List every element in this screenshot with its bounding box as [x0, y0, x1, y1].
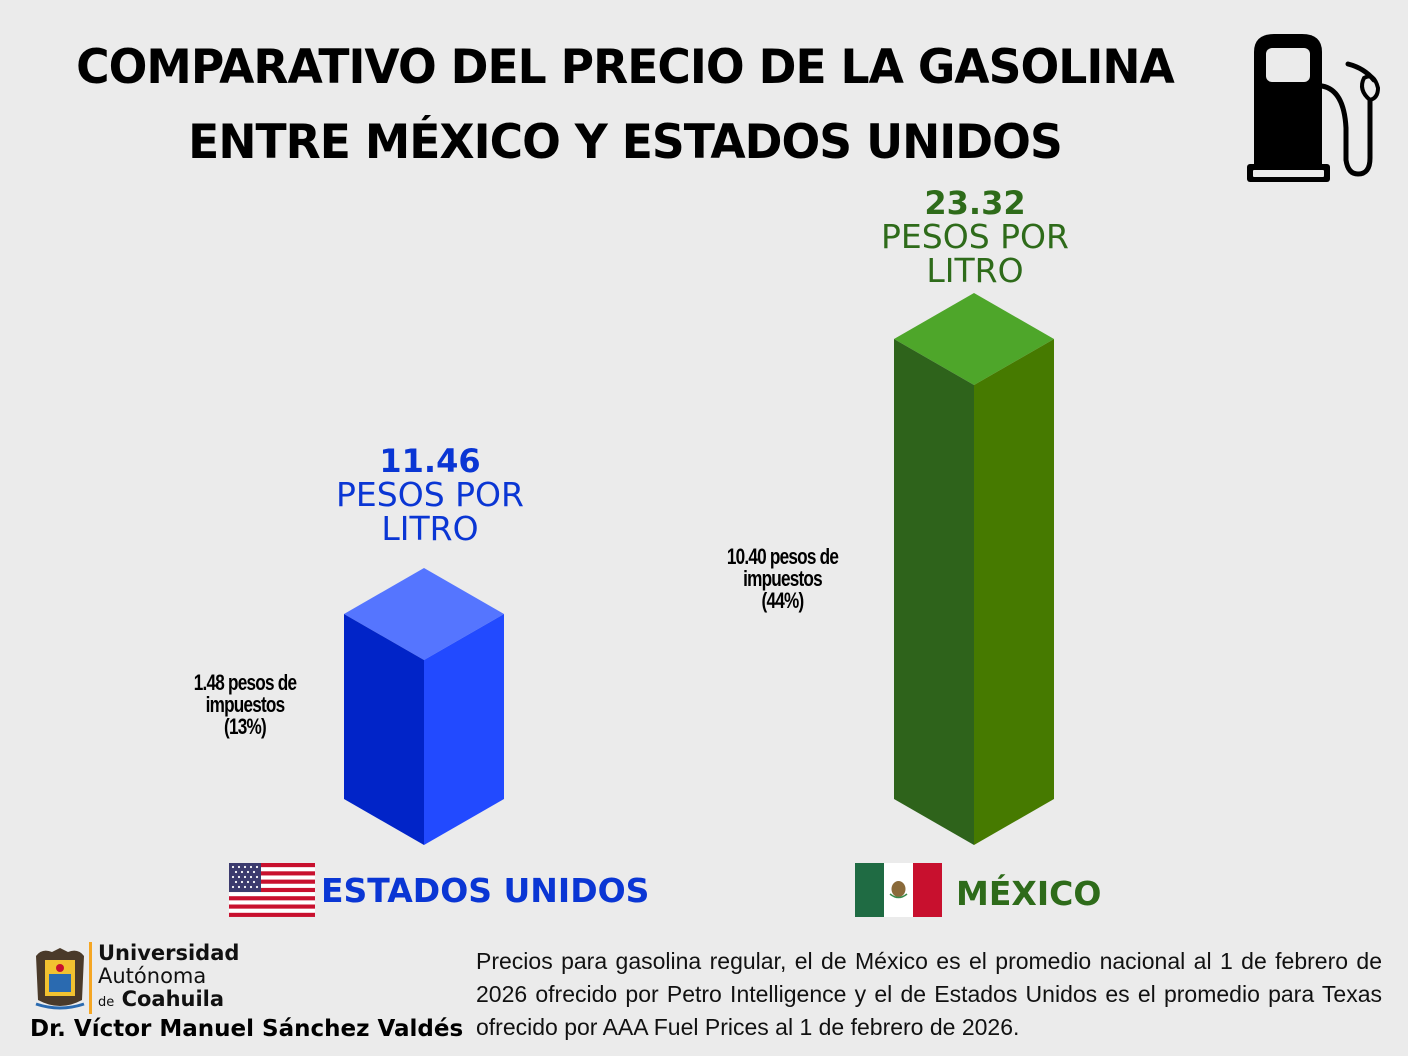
page-title-line-1: COMPARATIVO DEL PRECIO DE LA GASOLINA: [76, 40, 1175, 95]
mx-country-name: MÉXICO: [956, 873, 1102, 913]
us-tax-line-2: impuestos: [205, 692, 286, 717]
page-title-line-2: ENTRE MÉXICO Y ESTADOS UNIDOS: [188, 115, 1063, 170]
us-tax-annotation: 1.48 pesos de impuestos (13%): [171, 672, 319, 738]
university-line-2: Autónoma: [98, 964, 207, 988]
us-flag-icon: [229, 863, 315, 917]
university-crest-icon: [35, 948, 85, 1010]
university-divider: [89, 942, 92, 1014]
bar-mexico: [894, 293, 1054, 845]
university-name: Universidad Autónoma de Coahuila: [98, 942, 239, 1014]
mx-price-value: 23.32: [924, 184, 1026, 222]
mx-tax-annotation: 10.40 pesos de impuestos (44%): [703, 546, 863, 612]
gas-pump-icon: [1247, 34, 1381, 182]
us-price-unit-line-2: LITRO: [381, 509, 479, 548]
mx-tax-line-2: impuestos: [743, 566, 823, 591]
mx-value-label: 23.32 PESOS POR LITRO: [845, 186, 1105, 288]
university-line-3-prefix: de: [98, 995, 115, 1010]
us-tax-line-1: 1.48 pesos de: [193, 670, 297, 695]
university-line-1: Universidad: [98, 941, 240, 965]
us-country-name: ESTADOS UNIDOS: [321, 870, 650, 910]
mx-price-unit-line-1: PESOS POR: [881, 217, 1069, 256]
bar-estados-unidos: [344, 568, 504, 845]
mx-country-label: MÉXICO: [855, 863, 1101, 917]
author-name: Dr. Víctor Manuel Sánchez Valdés: [30, 1016, 464, 1042]
us-price-value: 11.46: [379, 442, 481, 480]
mexico-flag-icon: [855, 863, 942, 917]
us-price-unit-line-1: PESOS POR: [336, 475, 524, 514]
university-line-3: Coahuila: [121, 987, 225, 1011]
us-country-label: ESTADOS UNIDOS: [229, 863, 649, 917]
mx-tax-line-3: (44%): [761, 588, 805, 613]
us-tax-line-3: (13%): [224, 714, 267, 739]
mx-price-unit-line-2: LITRO: [926, 251, 1024, 290]
source-note: Precios para gasolina regular, el de Méx…: [476, 948, 1382, 1040]
us-value-label: 11.46 PESOS POR LITRO: [300, 444, 560, 546]
mx-tax-line-1: 10.40 pesos de: [726, 544, 839, 569]
